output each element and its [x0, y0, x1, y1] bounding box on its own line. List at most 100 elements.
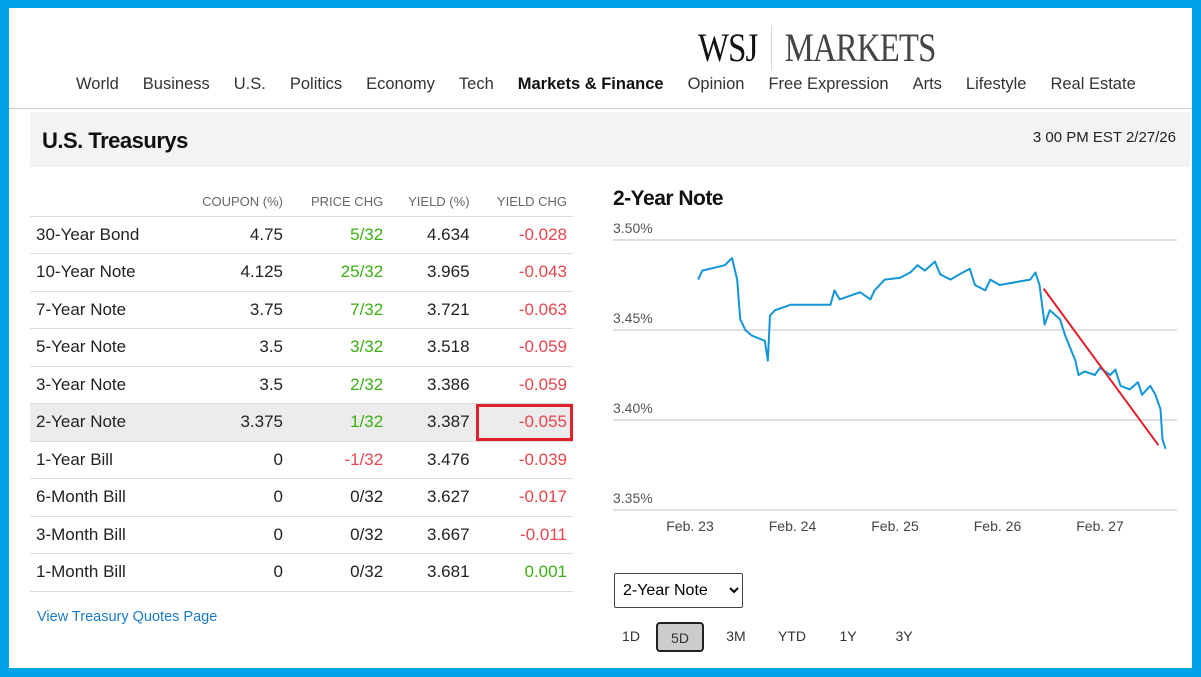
cell-price-chg: 0/32	[289, 478, 390, 517]
cell-yield: 3.681	[389, 553, 476, 592]
cell-price-chg: 2/32	[289, 366, 390, 404]
x-tick-label: Feb. 26	[974, 518, 1022, 534]
cell-yield-chg: -0.055	[475, 403, 573, 442]
cell-name: 1-Month Bill	[30, 553, 178, 592]
cell-price-chg: 0/32	[289, 516, 390, 554]
cell-price-chg: 1/32	[289, 403, 390, 442]
cell-coupon: 0	[177, 553, 290, 592]
table-row[interactable]: 7-Year Note 3.75 7/32 3.721 -0.063	[30, 291, 573, 329]
table-row[interactable]: 1-Month Bill 0 0/32 3.681 0.001	[30, 553, 573, 592]
cell-price-chg: 25/32	[289, 253, 390, 292]
nav-item-tech[interactable]: Tech	[458, 75, 494, 93]
cell-name: 10-Year Note	[30, 253, 178, 292]
range-button-3m[interactable]: 3M	[726, 628, 746, 644]
table-row[interactable]: 2-Year Note 3.375 1/32 3.387 -0.055	[30, 403, 573, 442]
cell-price-chg: 7/32	[289, 291, 390, 329]
cell-yield: 3.476	[389, 441, 476, 479]
chart-title: 2-Year Note	[613, 187, 724, 210]
cell-coupon: 4.125	[177, 253, 290, 292]
cell-name: 7-Year Note	[30, 291, 178, 329]
cell-price-chg: 0/32	[289, 553, 390, 592]
nav-item-economy[interactable]: Economy	[366, 75, 435, 93]
cell-yield-chg: -0.059	[475, 328, 573, 367]
header-divider	[0, 108, 1201, 109]
cell-yield-chg: -0.017	[475, 478, 573, 517]
nav-item-free-expression[interactable]: Free Expression	[768, 75, 889, 93]
range-button-1y[interactable]: 1Y	[839, 628, 857, 644]
instrument-select[interactable]: 2-Year Note	[614, 573, 743, 608]
table-row[interactable]: 5-Year Note 3.5 3/32 3.518 -0.059	[30, 328, 573, 367]
cell-yield: 4.634	[389, 216, 476, 254]
cell-yield: 3.387	[389, 403, 476, 442]
cell-yield: 3.721	[389, 291, 476, 329]
nav-item-lifestyle[interactable]: Lifestyle	[965, 75, 1027, 93]
nav-item-arts[interactable]: Arts	[912, 75, 942, 93]
treasury-table: COUPON (%) PRICE CHG YIELD (%) YIELD CHG 30…	[30, 188, 573, 592]
section-title: U.S. Treasurys	[42, 128, 188, 153]
column-header-yield: YIELD (%)	[389, 188, 476, 217]
cell-yield: 3.965	[389, 253, 476, 292]
nav-item-politics[interactable]: Politics	[289, 75, 343, 93]
column-header-coupon: COUPON (%)	[177, 188, 290, 217]
nav-item-u-s-[interactable]: U.S.	[233, 75, 266, 93]
range-buttons: 1D 5D 3M YTD 1Y 3Y	[614, 622, 936, 652]
cell-yield-chg: -0.063	[475, 291, 573, 329]
column-header-yield_chg: YIELD CHG	[475, 188, 573, 217]
y-tick-label: 3.45%	[613, 310, 653, 326]
cell-yield-chg: 0.001	[475, 553, 573, 592]
column-header-name	[30, 188, 178, 217]
table-row[interactable]: 3-Month Bill 0 0/32 3.667 -0.011	[30, 516, 573, 554]
cell-coupon: 0	[177, 478, 290, 517]
cell-yield-chg: -0.039	[475, 441, 573, 479]
table-row[interactable]: 30-Year Bond 4.75 5/32 4.634 -0.028	[30, 216, 573, 254]
table-row[interactable]: 1-Year Bill 0 -1/32 3.476 -0.039	[30, 441, 573, 479]
cell-coupon: 3.375	[177, 403, 290, 442]
range-button-5d[interactable]: 5D	[656, 622, 704, 652]
range-button-3y[interactable]: 3Y	[895, 628, 913, 644]
cell-coupon: 4.75	[177, 216, 290, 254]
trend-annotation-line	[1042, 288, 1160, 446]
table-row[interactable]: 6-Month Bill 0 0/32 3.627 -0.017	[30, 478, 573, 517]
table-row[interactable]: 3-Year Note 3.5 2/32 3.386 -0.059	[30, 366, 573, 404]
cell-name: 6-Month Bill	[30, 478, 178, 517]
nav-item-world[interactable]: World	[76, 75, 119, 93]
cell-yield-chg: -0.043	[475, 253, 573, 292]
logo-divider	[770, 25, 772, 70]
y-tick-label: 3.50%	[613, 220, 653, 236]
nav-item-real-estate[interactable]: Real Estate	[1050, 75, 1136, 93]
cell-price-chg: 3/32	[289, 328, 390, 367]
nav-item-opinion[interactable]: Opinion	[687, 75, 745, 93]
wsj-markets-logo[interactable]: WSJ MARKETS	[698, 24, 936, 71]
cell-coupon: 3.75	[177, 291, 290, 329]
cell-yield-chg: -0.011	[475, 516, 573, 554]
table-row[interactable]: 10-Year Note 4.125 25/32 3.965 -0.043	[30, 253, 573, 292]
cell-coupon: 3.5	[177, 328, 290, 367]
x-tick-label: Feb. 23	[666, 518, 714, 534]
cell-name: 30-Year Bond	[30, 216, 178, 254]
cell-yield: 3.627	[389, 478, 476, 517]
cell-yield-chg: -0.059	[475, 366, 573, 404]
x-tick-label: Feb. 27	[1076, 518, 1124, 534]
cell-name: 3-Month Bill	[30, 516, 178, 554]
nav-item-markets-finance[interactable]: Markets & Finance	[517, 75, 664, 93]
cell-name: 5-Year Note	[30, 328, 178, 367]
range-button-ytd[interactable]: YTD	[778, 628, 806, 644]
logo-markets: MARKETS	[784, 25, 937, 70]
cell-name: 2-Year Note	[30, 403, 178, 442]
cell-coupon: 0	[177, 516, 290, 554]
nav-item-business[interactable]: Business	[142, 75, 210, 93]
view-treasury-quotes-link[interactable]: View Treasury Quotes Page	[37, 609, 218, 625]
cell-price-chg: 5/32	[289, 216, 390, 254]
cell-yield: 3.518	[389, 328, 476, 367]
cell-yield: 3.667	[389, 516, 476, 554]
x-tick-label: Feb. 24	[769, 518, 817, 534]
section-header: U.S. Treasurys 3 00 PM EST 2/27/26	[30, 112, 1190, 167]
cell-coupon: 0	[177, 441, 290, 479]
yield-chart: 3.50% 3.45% 3.40% 3.35% Feb. 23 Feb. 24 Feb. 2…	[613, 220, 1177, 534]
cell-price-chg: -1/32	[289, 441, 390, 479]
y-tick-label: 3.35%	[613, 490, 653, 506]
logo-wsj: WSJ	[698, 25, 758, 70]
cell-name: 3-Year Note	[30, 366, 178, 404]
cell-yield: 3.386	[389, 366, 476, 404]
range-button-1d[interactable]: 1D	[622, 628, 640, 644]
